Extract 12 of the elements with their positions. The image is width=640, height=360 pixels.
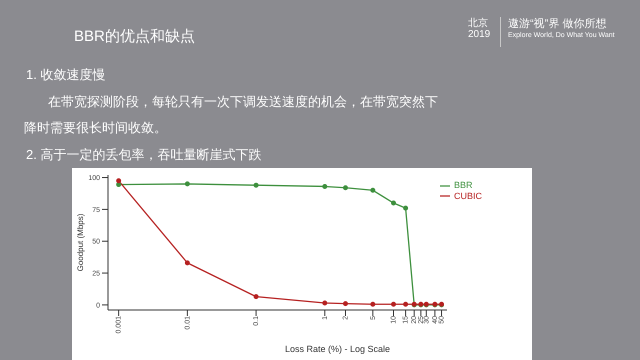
x-axis-title: Loss Rate (%) - Log Scale — [284, 344, 390, 354]
text: 2. 高于一定的丢包率，吞吐量断崖式下跌 — [26, 146, 262, 164]
text: 在带宽探测阶段，每轮只有一次下调发送速度的机会，在带宽突然下 — [48, 93, 438, 111]
text: 北京 — [468, 16, 488, 30]
text: 2019 — [468, 29, 490, 40]
text: 遨游“视”界 做你所想 — [508, 16, 606, 31]
legend-label: CUBIC — [454, 190, 482, 201]
text: 降时需要很长时间收敛。 — [24, 119, 167, 137]
y-axis-title: Goodput (Mbps) — [76, 213, 85, 272]
chart-title: BBR的优点和缺点 — [74, 27, 195, 46]
text: 1. 收敛速度慢 — [26, 66, 106, 84]
legend-label: BBR — [454, 180, 472, 190]
